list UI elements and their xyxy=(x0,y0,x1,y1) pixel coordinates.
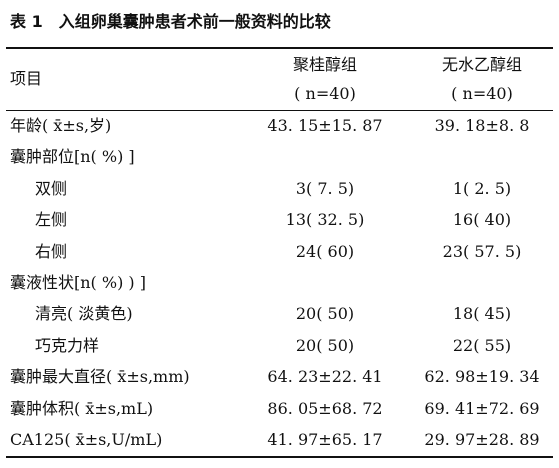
cell-value: 22( 55) xyxy=(452,335,512,355)
header-rule xyxy=(6,110,553,111)
cell-value: 1( 2. 5) xyxy=(452,178,512,198)
group-n: ( n=40) xyxy=(294,84,356,103)
cell-value: 13( 32. 5) xyxy=(285,210,365,230)
header-item: 项目 xyxy=(10,69,43,88)
sub-row-label: 左侧 xyxy=(35,210,68,230)
cell-value: 3( 7. 5) xyxy=(295,178,355,198)
cell-value: 20( 50) xyxy=(295,304,355,324)
cell-value: 18( 45) xyxy=(452,304,512,324)
row-label: 囊液性状[n( %) ) ] xyxy=(10,273,146,292)
sub-row-label: 右侧 xyxy=(35,241,68,261)
bottom-rule xyxy=(6,456,553,458)
group-n: ( n=40) xyxy=(451,84,513,103)
cell-value: 29. 97±28. 89 xyxy=(424,430,540,449)
row-label: CA125( x̄±s,U/mL) xyxy=(10,430,163,449)
cell-value: 23( 57. 5) xyxy=(442,241,522,261)
row-label: 囊肿部位[n( %) ] xyxy=(10,147,135,167)
cell-value: 64. 23±22. 41 xyxy=(267,367,383,387)
top-rule xyxy=(6,47,553,49)
cell-value: 86. 05±68. 72 xyxy=(267,398,383,418)
table-title: 表 1 入组卵巢囊肿患者术前一般资料的比较 xyxy=(10,12,331,31)
group-name: 无水乙醇组 xyxy=(441,55,523,74)
cell-value: 43. 15±15. 87 xyxy=(267,116,383,135)
cell-value: 69. 41±72. 69 xyxy=(424,398,540,418)
row-label: 囊肿最大直径( x̄±s,mm) xyxy=(10,367,190,387)
cell-value: 41. 97±65. 17 xyxy=(267,430,383,449)
cell-value: 16( 40) xyxy=(452,210,512,230)
row-label: 年龄( x̄±s,岁) xyxy=(10,116,112,135)
cell-value: 62. 98±19. 34 xyxy=(424,367,540,387)
row-label: 囊肿体积( x̄±s,mL) xyxy=(10,398,154,418)
group-name: 聚桂醇组 xyxy=(292,55,358,74)
cell-value: 24( 60) xyxy=(295,241,355,261)
cell-value: 39. 18±8. 8 xyxy=(434,116,530,135)
sub-row-label: 清亮( 淡黄色) xyxy=(35,304,133,324)
cell-value: 20( 50) xyxy=(295,335,355,355)
sub-row-label: 双侧 xyxy=(35,178,68,198)
sub-row-label: 巧克力样 xyxy=(35,335,100,355)
